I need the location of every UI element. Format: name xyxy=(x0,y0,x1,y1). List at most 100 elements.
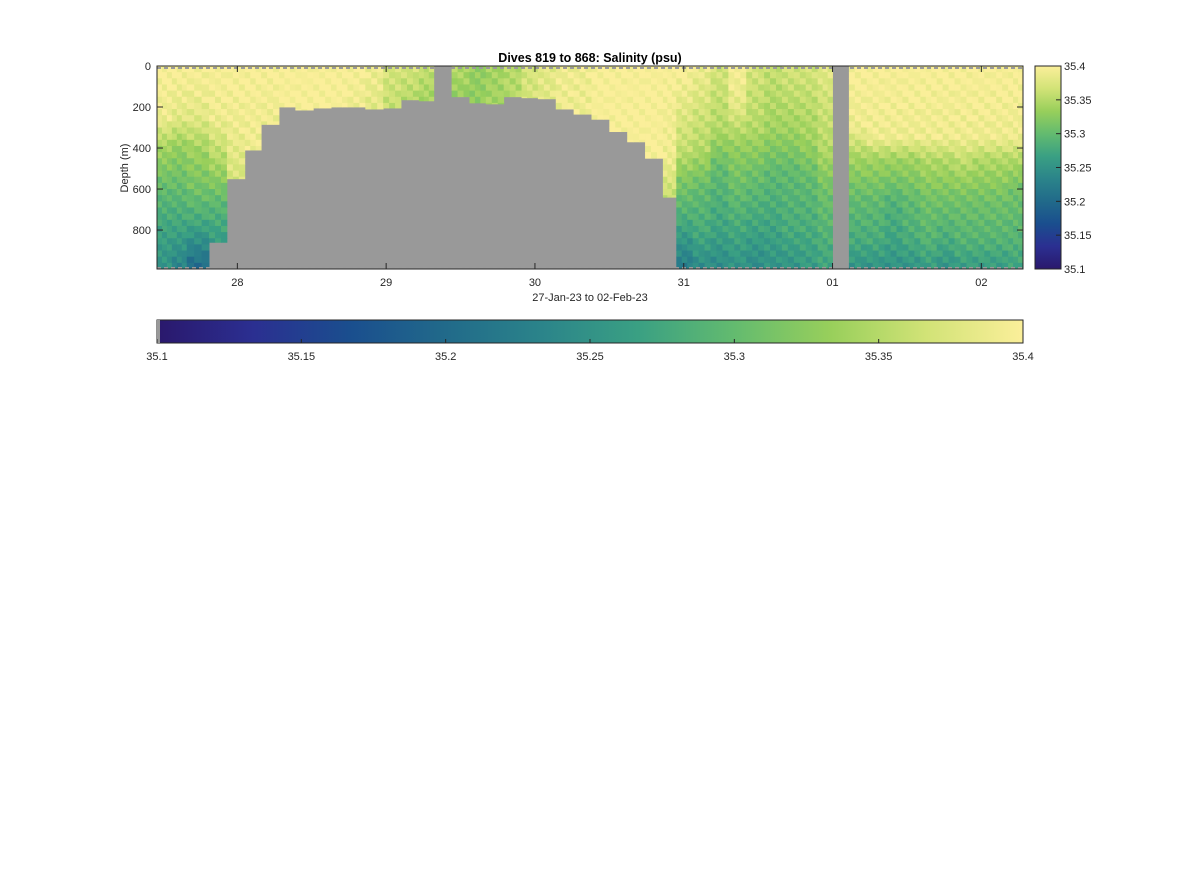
heatmap-cell xyxy=(740,219,747,227)
heatmap-cell xyxy=(942,90,950,98)
heatmap-cell xyxy=(609,96,616,104)
heatmap-cell xyxy=(728,121,735,128)
heatmap-cell xyxy=(822,170,828,178)
heatmap-cell xyxy=(793,121,801,128)
heatmap-cell xyxy=(827,213,833,221)
heatmap-cell xyxy=(371,90,378,98)
heatmap-cell xyxy=(948,139,955,147)
heatmap-cell xyxy=(936,115,944,122)
heatmap-cell xyxy=(238,152,246,159)
heatmap-cell xyxy=(960,78,967,85)
heatmap-cell xyxy=(758,164,765,171)
heatmap-cell xyxy=(890,115,897,122)
heatmap-cell xyxy=(764,244,771,251)
heatmap-cell xyxy=(698,84,705,92)
heatmap-cell xyxy=(936,176,944,184)
heatmap-cell xyxy=(279,78,285,85)
heatmap-cell xyxy=(942,139,950,147)
heatmap-cell xyxy=(775,195,783,202)
heatmap-cell xyxy=(908,90,915,98)
heatmap-cell xyxy=(412,72,420,79)
heatmap-cell xyxy=(621,96,628,104)
heatmap-cell xyxy=(990,250,997,258)
heatmap-cell xyxy=(878,238,886,245)
heatmap-cell xyxy=(884,115,891,122)
heatmap-cell xyxy=(692,109,700,116)
heatmap-cell xyxy=(704,102,711,110)
heatmap-cell xyxy=(186,158,195,165)
heatmap-cell xyxy=(722,158,729,165)
heatmap-cell xyxy=(822,176,828,184)
heatmap-cell xyxy=(215,176,222,184)
heatmap-cell xyxy=(621,127,628,133)
heatmap-cell xyxy=(273,121,280,125)
heatmap-cell xyxy=(161,109,168,116)
heatmap-cell xyxy=(347,78,354,85)
heatmap-cell xyxy=(371,66,378,73)
heatmap-cell xyxy=(948,213,955,221)
heatmap-cell xyxy=(186,262,195,269)
heatmap-cell xyxy=(770,152,777,159)
heatmap-cell xyxy=(389,66,396,73)
heatmap-cell xyxy=(996,189,1003,196)
heatmap-cell xyxy=(984,238,991,245)
heatmap-cell xyxy=(220,72,228,79)
heatmap-cell xyxy=(687,170,694,178)
heatmap-cell xyxy=(931,90,938,98)
heatmap-cell xyxy=(371,78,378,85)
heatmap-cell xyxy=(171,139,178,147)
heatmap-cell xyxy=(996,72,1003,79)
heatmap-cell xyxy=(313,72,320,79)
heatmap-cell xyxy=(752,250,759,258)
heatmap-cell xyxy=(805,145,813,153)
heatmap-cell xyxy=(171,232,178,239)
heatmap-cell xyxy=(662,102,668,110)
heatmap-cell xyxy=(209,189,216,196)
heatmap-cell xyxy=(171,109,178,116)
heatmap-cell xyxy=(681,201,688,208)
heatmap-cell xyxy=(966,213,973,221)
heatmap-cell xyxy=(984,158,991,165)
heatmap-cell xyxy=(770,195,777,202)
heatmap-cell xyxy=(781,109,789,116)
heatmap-cell xyxy=(1013,213,1019,221)
heatmap-cell xyxy=(854,256,862,264)
heatmap-cell xyxy=(990,133,997,141)
heatmap-cell xyxy=(827,158,833,165)
heatmap-cell xyxy=(633,78,640,85)
heatmap-cell xyxy=(884,232,891,239)
heatmap-cell xyxy=(878,250,886,258)
heatmap-cell xyxy=(681,182,688,190)
heatmap-cell xyxy=(220,121,228,128)
heatmap-cell xyxy=(515,84,522,92)
heatmap-cell xyxy=(497,84,505,92)
heatmap-cell xyxy=(764,262,771,269)
heatmap-cell xyxy=(692,195,700,202)
heatmap-cell xyxy=(716,139,723,147)
heatmap-cell xyxy=(722,121,729,128)
heatmap-cell xyxy=(307,84,314,92)
heatmap-cell xyxy=(307,72,314,79)
heatmap-cell xyxy=(176,195,183,202)
heatmap-cell xyxy=(728,84,735,92)
heatmap-cell xyxy=(746,133,753,141)
heatmap-cell xyxy=(872,250,880,258)
heatmap-cell xyxy=(848,109,856,116)
heatmap-cell xyxy=(942,133,950,141)
heatmap-cell xyxy=(728,102,735,110)
heatmap-cell xyxy=(799,102,807,110)
heatmap-cell xyxy=(740,158,747,165)
heatmap-cell xyxy=(171,102,178,110)
heatmap-cell xyxy=(615,66,622,73)
heatmap-cell xyxy=(914,109,921,116)
heatmap-cell xyxy=(775,176,783,184)
heatmap-cell xyxy=(633,139,640,143)
heatmap-cell xyxy=(532,90,539,98)
heatmap-cell xyxy=(827,90,833,98)
heatmap-cell xyxy=(555,90,563,98)
heatmap-cell xyxy=(573,102,580,110)
heatmap-cell xyxy=(406,90,414,98)
heatmap-cell xyxy=(474,96,481,104)
heatmap-cell xyxy=(503,84,511,92)
heatmap-cell xyxy=(474,90,481,98)
